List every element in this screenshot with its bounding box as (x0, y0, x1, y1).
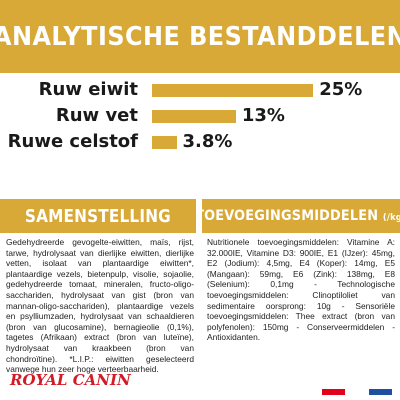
flag-stripe (368, 389, 392, 395)
flag-stripe (345, 389, 369, 395)
analysis-bar (152, 136, 177, 149)
additives-title: TOEVOEGINGSMIDDELEN (/kg) (202, 208, 400, 224)
flag-stripe (322, 389, 346, 395)
analysis-row-protein: Ruw eiwit 25% (0, 78, 400, 102)
additives-title-text: TOEVOEGINGSMIDDELEN (202, 208, 379, 224)
analysis-bar (152, 84, 314, 97)
analysis-value: 13% (241, 105, 285, 126)
analysis-row-fat: Ruw vet 13% (0, 104, 400, 128)
analysis-section: Ruw eiwit 25% Ruw vet 13% Ruwe celstof 3… (0, 78, 400, 178)
header-banner: ANALYTISCHE BESTANDDELEN (0, 0, 400, 73)
country-flag (322, 389, 392, 395)
analysis-bar (152, 110, 236, 123)
brand-logo: ROYAL CANIN (6, 366, 131, 394)
composition-title: SAMENSTELLING (24, 205, 172, 227)
analysis-label: Ruw vet (55, 105, 138, 126)
additives-text: Nutritionele toevoegingsmiddelen: Vitami… (207, 237, 395, 343)
additives-unit: (/kg) (383, 213, 400, 223)
analysis-label: Ruwe celstof (7, 131, 138, 152)
brand-name: ROYAL CANIN (10, 371, 131, 389)
composition-text: Gedehydreerde gevogelte-eiwitten, maïs, … (6, 237, 194, 375)
analysis-label: Ruw eiwit (38, 79, 138, 100)
composition-header: SAMENSTELLING (0, 199, 196, 233)
analysis-value: 25% (319, 79, 363, 100)
analysis-value: 3.8% (182, 131, 233, 152)
page-title: ANALYTISCHE BESTANDDELEN (0, 21, 400, 52)
additives-header: TOEVOEGINGSMIDDELEN (/kg) (202, 199, 400, 233)
analysis-row-fiber: Ruwe celstof 3.8% (0, 130, 400, 154)
